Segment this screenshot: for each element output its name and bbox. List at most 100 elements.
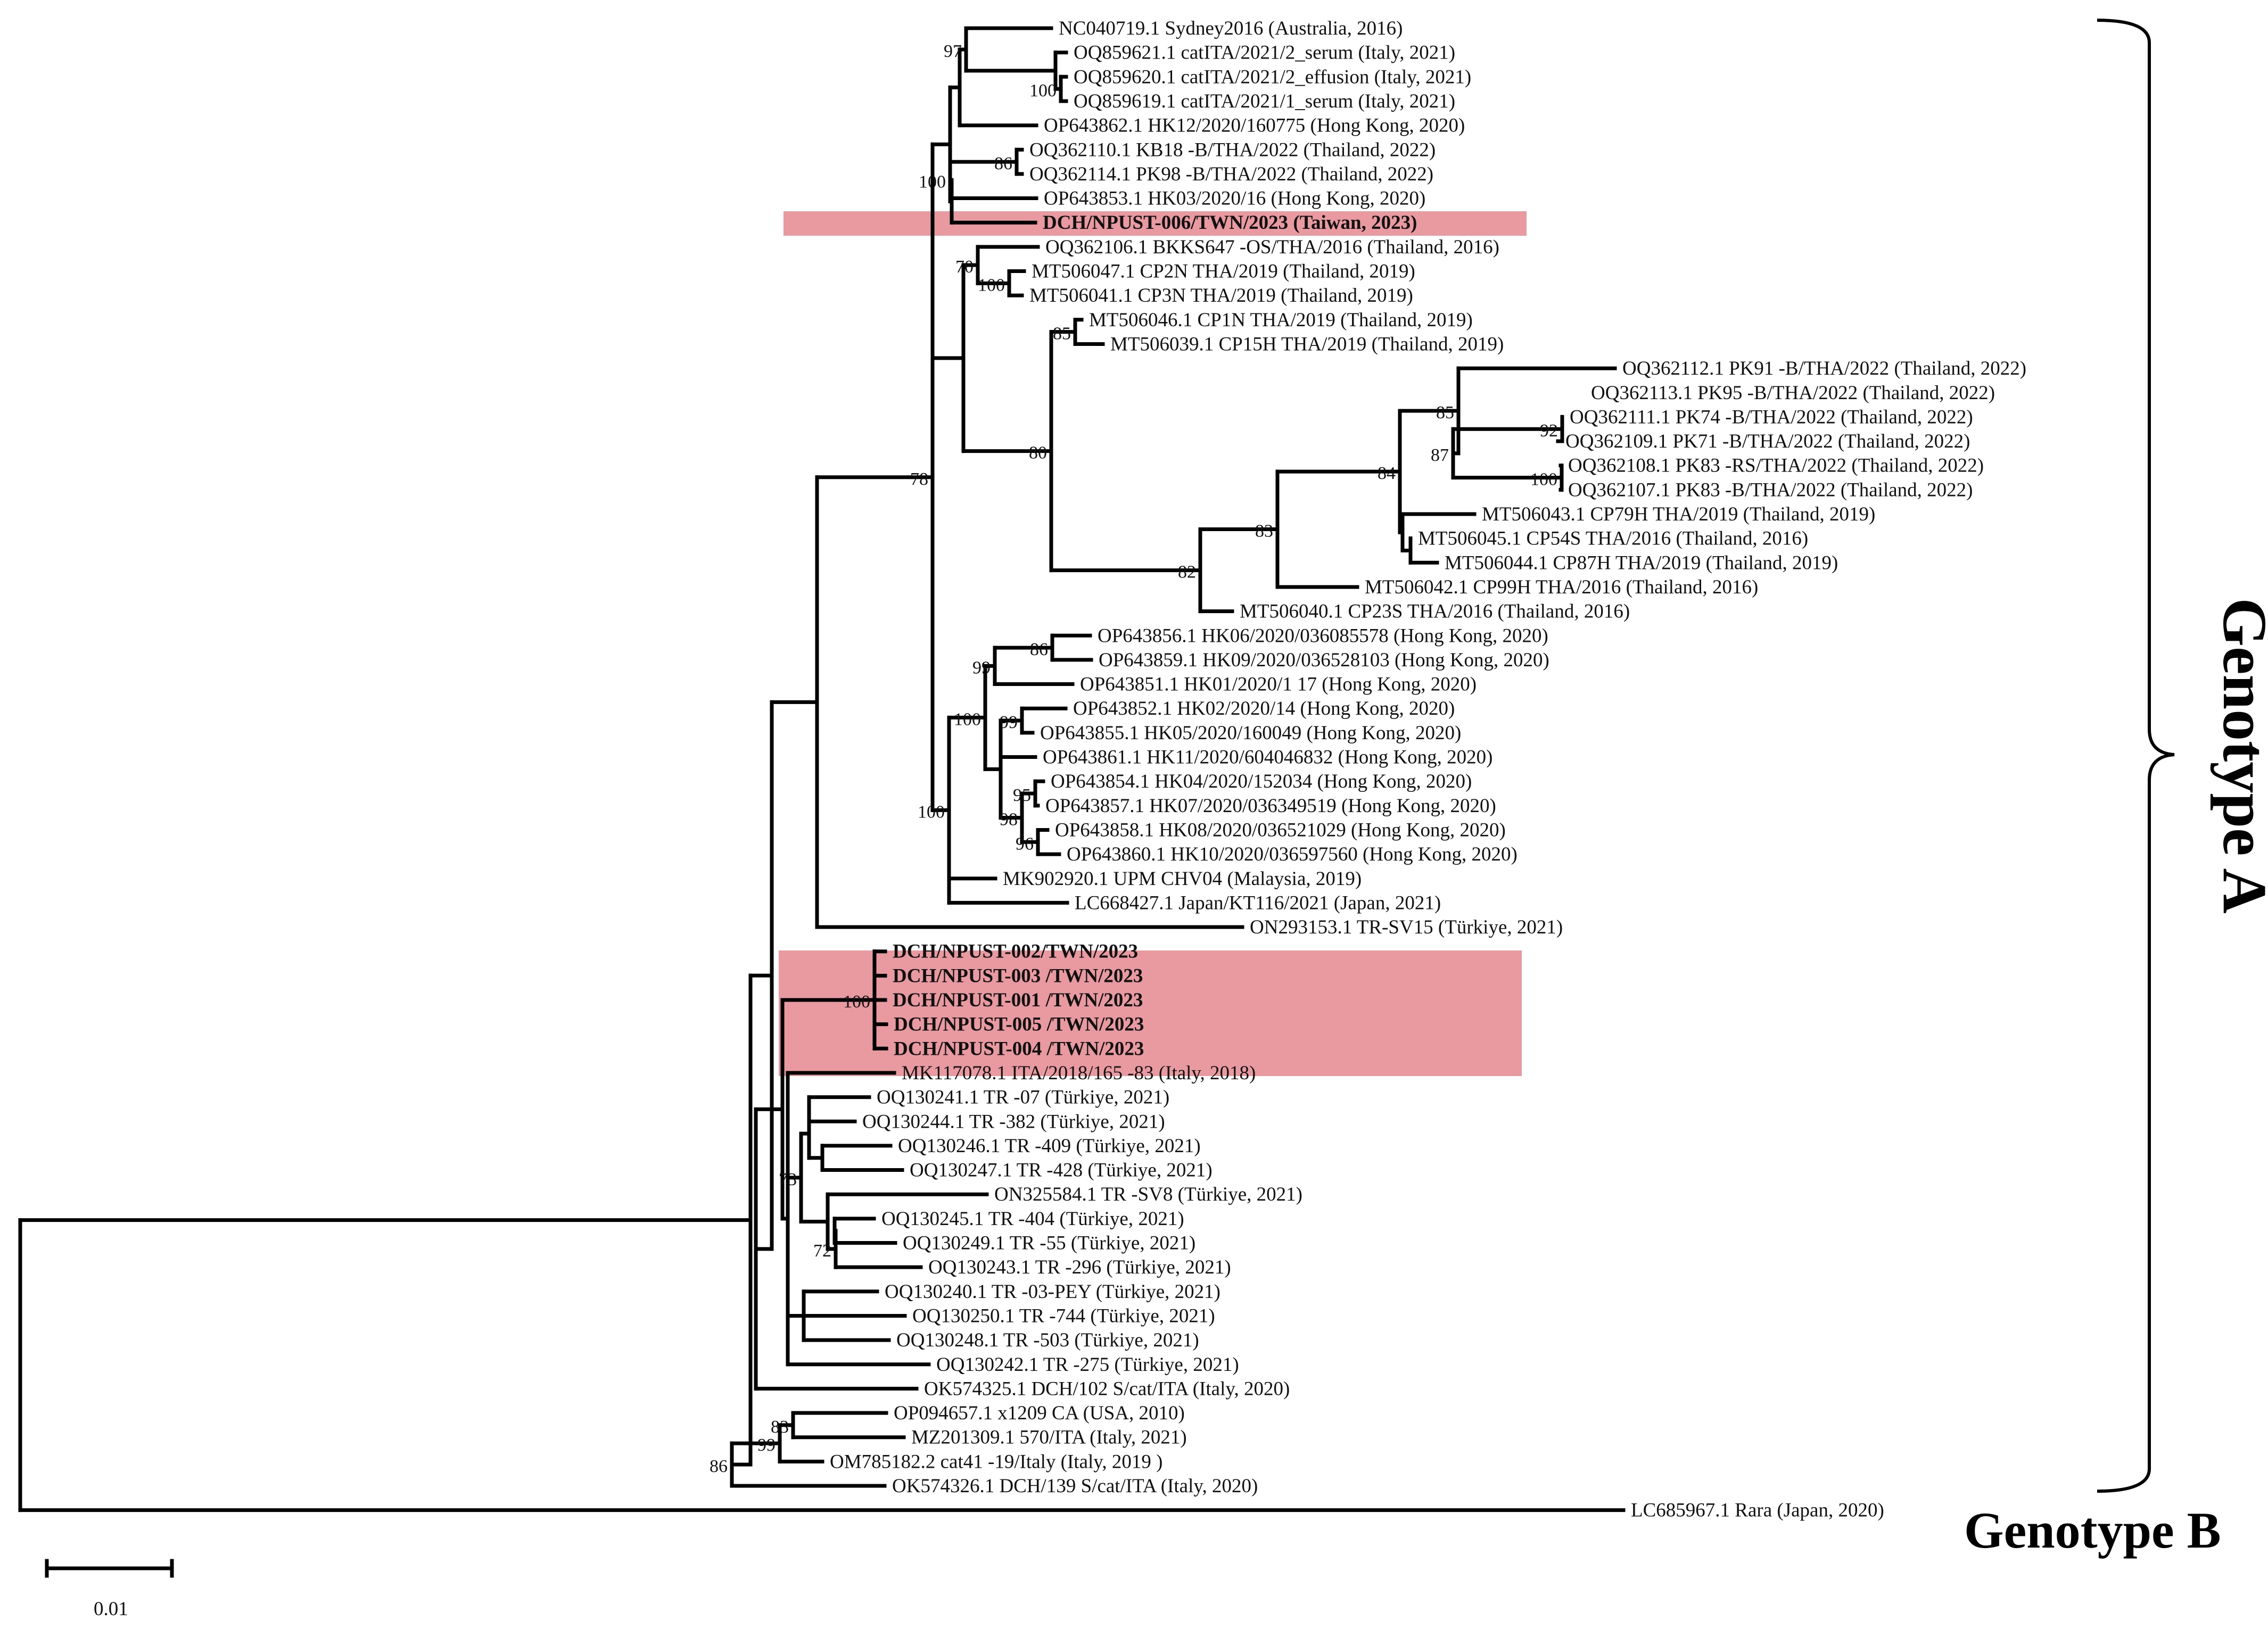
bootstrap-value: 82 xyxy=(1178,563,1196,582)
leaf-label: OK574326.1 DCH/139 S/cat/ITA (Italy, 202… xyxy=(892,1475,1258,1497)
leaf-label: OQ130249.1 TR -55 (Türkiye, 2021) xyxy=(903,1233,1195,1254)
bootstrap-value: 100 xyxy=(1530,470,1557,490)
bootstrap-value: 87 xyxy=(1431,445,1449,465)
leaf-label: MZ201309.1 570/ITA (Italy, 2021) xyxy=(911,1427,1187,1449)
genotype-b-label: Genotype B xyxy=(1964,1502,2221,1559)
bootstrap-value: 73 xyxy=(779,1170,797,1189)
leaf-label: OQ130247.1 TR -428 (Türkiye, 2021) xyxy=(910,1160,1213,1181)
leaf-label: OQ130240.1 TR -03-PEY (Türkiye, 2021) xyxy=(885,1281,1220,1303)
bootstrap-value: 80 xyxy=(1029,443,1047,463)
leaf-label: MT506046.1 CP1N THA/2019 (Thailand, 2019… xyxy=(1089,309,1473,331)
leaf-label: OQ130241.1 TR -07 (Türkiye, 2021) xyxy=(877,1087,1169,1109)
bootstrap-value: 86 xyxy=(710,1457,728,1476)
bootstrap-value: 92 xyxy=(1540,421,1558,441)
leaf-label: DCH/NPUST-002/TWN/2023 xyxy=(893,941,1138,963)
leaf-label: OQ130245.1 TR -404 (Türkiye, 2021) xyxy=(881,1208,1184,1230)
leaf-label: MT506044.1 CP87H THA/2019 (Thailand, 201… xyxy=(1445,552,1838,574)
leaf-label: NC040719.1 Sydney2016 (Australia, 2016) xyxy=(1059,18,1403,39)
leaf-label: OQ130250.1 TR -744 (Türkiye, 2021) xyxy=(912,1305,1215,1327)
leaf-label: OQ130246.1 TR -409 (Türkiye, 2021) xyxy=(898,1135,1201,1157)
genotype-a-label: Genotype A xyxy=(2210,598,2268,913)
leaf-label: MT506045.1 CP54S THA/2016 (Thailand, 201… xyxy=(1418,528,1808,550)
leaf-label: MT506039.1 CP15H THA/2019 (Thailand, 201… xyxy=(1110,333,1504,355)
bootstrap-value: 95 xyxy=(1013,785,1031,805)
leaf-label: MK902920.1 UPM CHV04 (Malaysia, 2019) xyxy=(1003,868,1362,890)
leaf-label: OQ362107.1 PK83 -B/THA/2022 (Thailand, 2… xyxy=(1568,479,1973,501)
leaf-label: MK117078.1 ITA/2018/165 -83 (Italy, 2018… xyxy=(902,1062,1256,1084)
bootstrap-value: 85 xyxy=(1053,324,1071,344)
bootstrap-value: 83 xyxy=(771,1417,789,1437)
leaf-label: LC668427.1 Japan/KT116/2021 (Japan, 2021… xyxy=(1075,892,1441,914)
leaf-label: DCH/NPUST-001 /TWN/2023 xyxy=(893,989,1143,1011)
leaf-label: DCH/NPUST-004 /TWN/2023 xyxy=(894,1038,1144,1060)
leaf-label: OP643860.1 HK10/2020/036597560 (Hong Kon… xyxy=(1067,844,1518,865)
bootstrap-value: 85 xyxy=(1436,403,1454,423)
leaf-label: DCH/NPUST-006/TWN/2023 (Taiwan, 2023) xyxy=(1043,212,1417,234)
leaf-label: DCH/NPUST-003 /TWN/2023 xyxy=(893,965,1143,987)
leaf-label: OQ362113.1 PK95 -B/THA/2022 (Thailand, 2… xyxy=(1591,382,1995,404)
bootstrap-value: 100 xyxy=(918,802,945,822)
bootstrap-value: 100 xyxy=(919,172,946,192)
leaf-label: OP643852.1 HK02/2020/14 (Hong Kong, 2020… xyxy=(1073,698,1455,720)
bootstrap-value: 96 xyxy=(1016,834,1034,854)
leaf-label: OP643855.1 HK05/2020/160049 (Hong Kong, … xyxy=(1040,722,1461,744)
leaf-label: OQ362110.1 KB18 -B/THA/2022 (Thailand, 2… xyxy=(1029,139,1436,161)
bootstrap-value: 99 xyxy=(1000,713,1018,732)
leaf-label: OQ362111.1 PK74 -B/THA/2022 (Thailand, 2… xyxy=(1570,406,1973,428)
leaf-label: OQ130248.1 TR -503 (Türkiye, 2021) xyxy=(896,1329,1199,1351)
bootstrap-value: 98 xyxy=(1000,810,1018,830)
bootstrap-value: 100 xyxy=(978,275,1005,295)
leaf-label: OP643851.1 HK01/2020/1 17 (Hong Kong, 20… xyxy=(1080,674,1477,696)
leaf-label: ON293153.1 TR-SV15 (Türkiye, 2021) xyxy=(1250,916,1563,938)
leaf-label: OP094657.1 x1209 CA (USA, 2010) xyxy=(894,1402,1185,1424)
bootstrap-value: 70 xyxy=(955,257,974,277)
leaf-label: OQ130243.1 TR -296 (Türkiye, 2021) xyxy=(928,1256,1231,1278)
bootstrap-value: 99 xyxy=(972,658,991,677)
bootstrap-value: 72 xyxy=(813,1241,831,1261)
leaf-label: OQ362106.1 BKKS647 -OS/THA/2016 (Thailan… xyxy=(1045,236,1499,258)
leaf-label: OP643857.1 HK07/2020/036349519 (Hong Kon… xyxy=(1045,795,1496,817)
leaf-label: OP643859.1 HK09/2020/036528103 (Hong Kon… xyxy=(1099,649,1549,671)
leaf-label: OK574325.1 DCH/102 S/cat/ITA (Italy, 202… xyxy=(924,1378,1290,1400)
leaf-label: MT506042.1 CP99H THA/2016 (Thailand, 201… xyxy=(1365,576,1758,598)
highlight-taiwan-001-005 xyxy=(779,950,1522,1076)
bootstrap-value: 100 xyxy=(1029,81,1057,101)
leaf-label: OQ859619.1 catITA/2021/1_serum (Italy, 2… xyxy=(1074,90,1455,112)
bootstrap-value: 84 xyxy=(1378,464,1396,483)
leaf-label: MT506040.1 CP23S THA/2016 (Thailand, 201… xyxy=(1240,601,1630,623)
leaf-label: OQ362108.1 PK83 -RS/THA/2022 (Thailand, … xyxy=(1568,455,1984,477)
bootstrap-value: 83 xyxy=(1255,522,1273,541)
leaf-label: OP643861.1 HK11/2020/604046832 (Hong Kon… xyxy=(1043,747,1493,768)
leaf-label: OQ362112.1 PK91 -B/THA/2022 (Thailand, 2… xyxy=(1622,358,2026,379)
bootstrap-value: 97 xyxy=(944,42,962,61)
bootstrap-value: 99 xyxy=(757,1435,776,1455)
leaf-label: LC685967.1 Rara (Japan, 2020) xyxy=(1631,1500,1884,1521)
highlight-taiwan-006 xyxy=(784,211,1527,236)
leaf-label: OM785182.2 cat41 -19/Italy (Italy, 2019 … xyxy=(830,1451,1162,1473)
leaf-label: OP643858.1 HK08/2020/036521029 (Hong Kon… xyxy=(1055,819,1506,841)
leaf-label: MT506041.1 CP3N THA/2019 (Thailand, 2019… xyxy=(1029,285,1413,307)
leaf-label: OP643856.1 HK06/2020/036085578 (Hong Kon… xyxy=(1098,625,1548,647)
bootstrap-value: 100 xyxy=(843,992,870,1012)
leaf-label: MT506043.1 CP79H THA/2019 (Thailand, 201… xyxy=(1482,503,1875,525)
leaf-label: OP643854.1 HK04/2020/152034 (Hong Kong, … xyxy=(1051,771,1472,792)
leaf-label: DCH/NPUST-005 /TWN/2023 xyxy=(894,1014,1144,1036)
leaf-label: ON325584.1 TR -SV8 (Türkiye, 2021) xyxy=(994,1184,1302,1205)
leaf-label: OQ859621.1 catITA/2021/2_serum (Italy, 2… xyxy=(1074,42,1455,64)
leaf-label: MT506047.1 CP2N THA/2019 (Thailand, 2019… xyxy=(1032,261,1415,283)
leaf-label: OQ130242.1 TR -275 (Türkiye, 2021) xyxy=(936,1354,1239,1376)
genotype-a-brace xyxy=(2097,19,2175,1493)
leaf-label: OP643862.1 HK12/2020/160775 (Hong Kong, … xyxy=(1044,115,1465,137)
bootstrap-value: 86 xyxy=(1030,640,1048,659)
leaf-label: OQ362109.1 PK71 -B/THA/2022 (Thailand, 2… xyxy=(1565,431,1970,452)
leaf-label: OQ859620.1 catITA/2021/2_effusion (Italy… xyxy=(1074,66,1471,88)
bootstrap-value: 78 xyxy=(910,469,928,489)
leaf-label: OQ362114.1 PK98 -B/THA/2022 (Thailand, 2… xyxy=(1029,163,1433,185)
scale-bar-label: 0.01 xyxy=(94,1598,128,1620)
bootstrap-value: 86 xyxy=(994,154,1012,173)
leaf-label: OP643853.1 HK03/2020/16 (Hong Kong, 2020… xyxy=(1044,188,1425,210)
bootstrap-value: 100 xyxy=(954,709,981,729)
leaf-label: OQ130244.1 TR -382 (Türkiye, 2021) xyxy=(862,1111,1165,1132)
